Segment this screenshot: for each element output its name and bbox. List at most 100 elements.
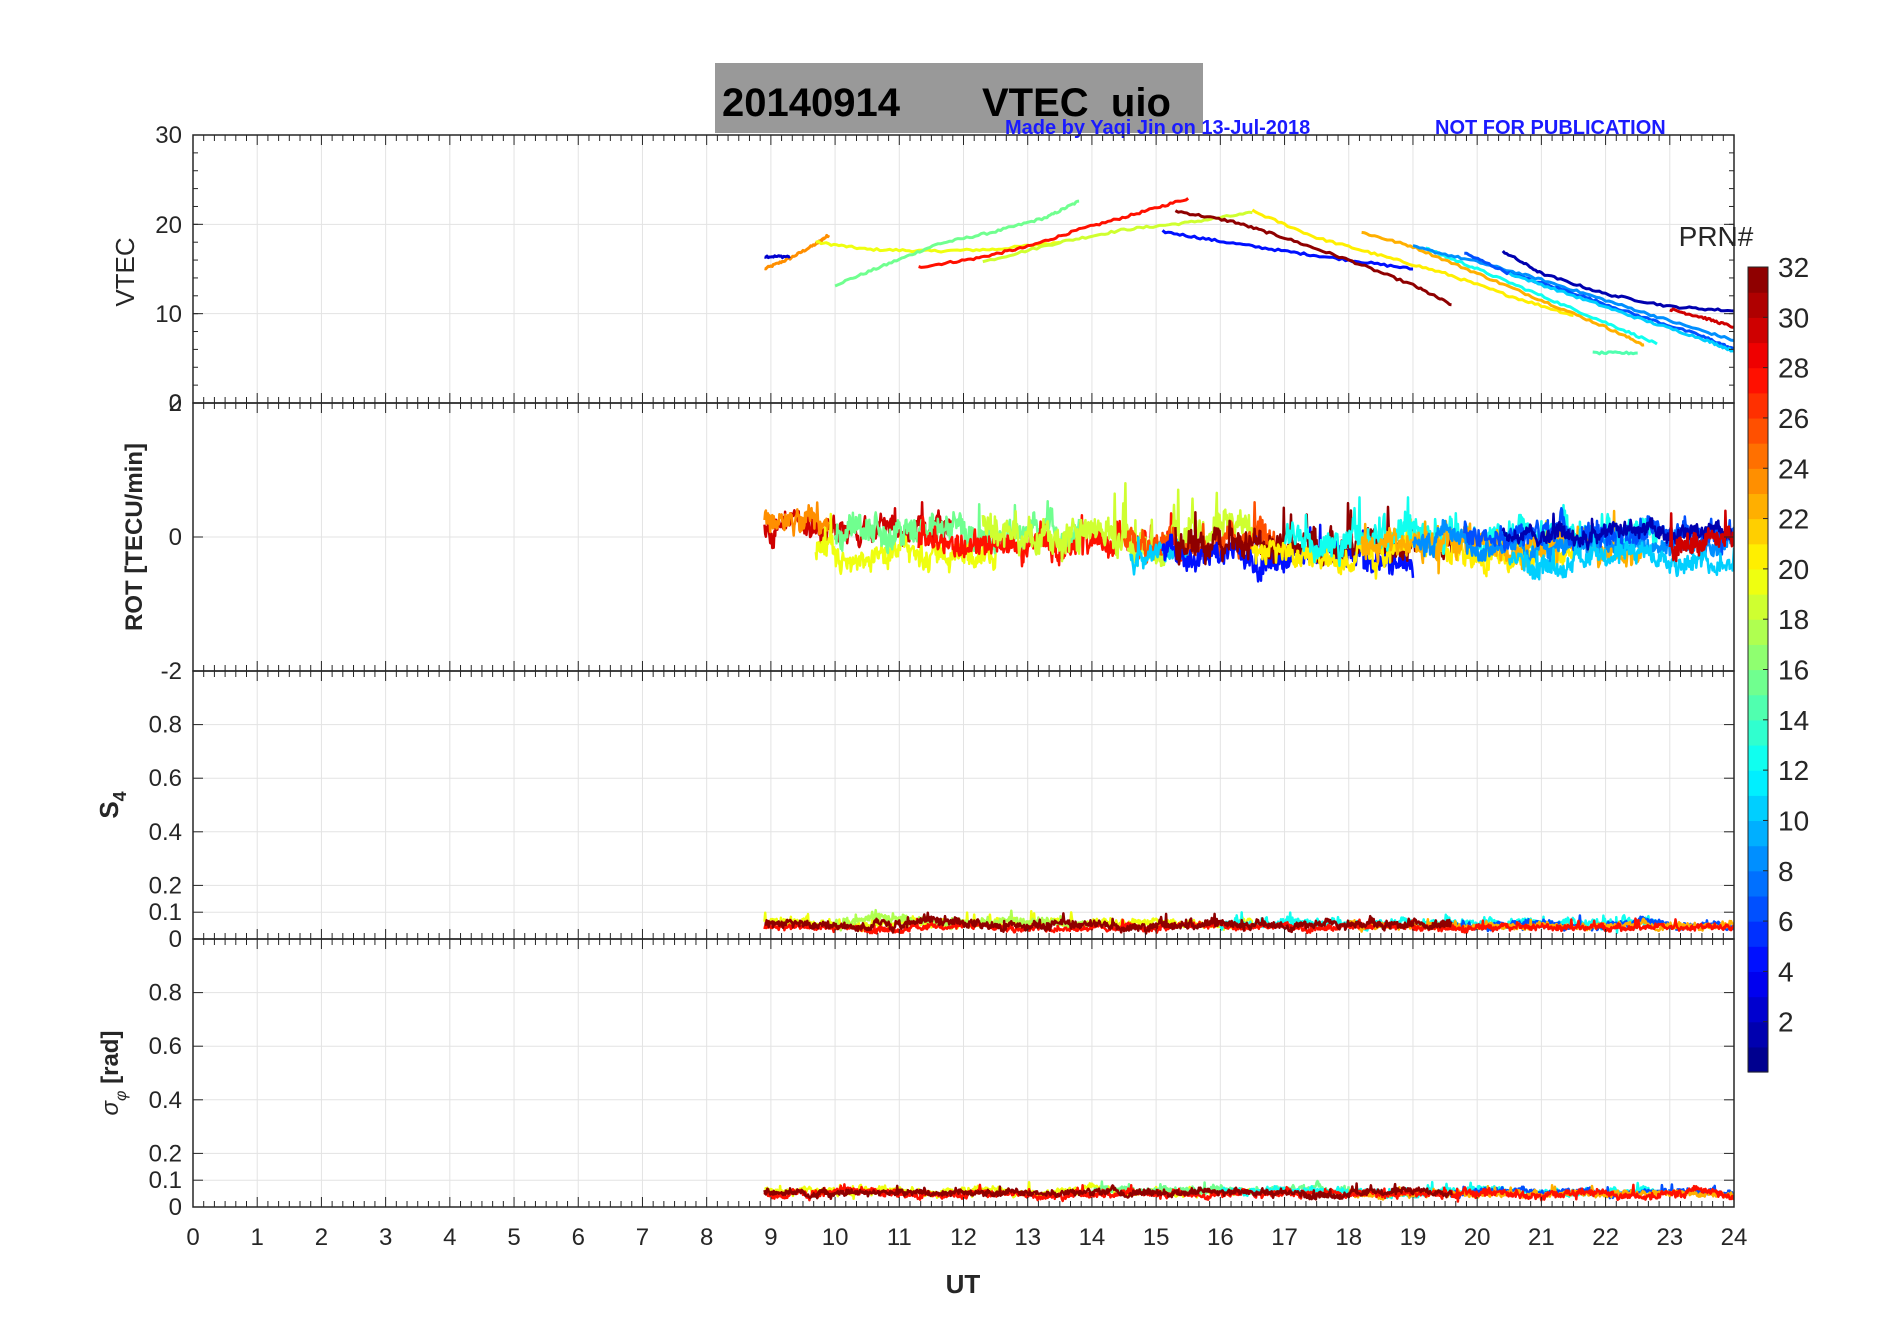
x-tick-label: 19: [1400, 1224, 1427, 1251]
x-axis-label: UT: [946, 1269, 981, 1299]
sigphi-ylabel-sub: φ: [113, 1091, 130, 1101]
x-tick-label: 21: [1528, 1224, 1555, 1251]
colorbar-segment: [1748, 921, 1768, 947]
rot-ytick-2: 2: [169, 390, 182, 417]
colorbar-segment: [1748, 770, 1768, 796]
credit-text: Made by Yaqi Jin on 13-Jul-2018: [1005, 117, 1310, 139]
series-line-prn-9: [1412, 244, 1734, 342]
colorbar-segment: [1748, 367, 1768, 394]
series-line-prn-23: [1348, 1183, 1734, 1201]
colorbar-segment: [1748, 845, 1768, 872]
colorbar-segment: [1748, 493, 1768, 520]
x-tick-label: 7: [636, 1224, 649, 1251]
colorbar-tick-label: 10: [1778, 805, 1809, 836]
panel-rot: -2 0 2 ROT [TECU/min]: [121, 390, 1735, 685]
series-line-prn-3: [764, 254, 791, 260]
colorbar: [1747, 266, 1769, 1073]
s4-ylabel: S4: [94, 791, 130, 818]
colorbar-segment: [1748, 443, 1768, 469]
colorbar-label: PRN#: [1679, 221, 1754, 252]
title-date: 20140914: [722, 81, 901, 125]
x-tick-label: 5: [507, 1224, 520, 1251]
x-tick-label: 17: [1271, 1224, 1298, 1251]
colorbar-tick-label: 30: [1778, 302, 1809, 333]
title-box: [715, 63, 1203, 133]
colorbar-tick-label: 4: [1778, 956, 1794, 987]
x-tick-label: 11: [887, 1224, 912, 1251]
rot-ticks: [192, 402, 1735, 672]
colorbar-segment: [1748, 594, 1768, 620]
series-line-prn-24: [763, 501, 830, 537]
colorbar-segment: [1748, 1046, 1768, 1073]
y-tick-label: 0: [169, 926, 182, 953]
vtec-ytick-20: 20: [155, 212, 182, 239]
colorbar-segment: [1748, 669, 1768, 696]
series-line-prn-11: [1508, 528, 1734, 581]
y-tick-label: 0.1: [149, 899, 182, 926]
s4-ylabel-main: S: [94, 801, 124, 818]
series-line-prn-20: [815, 240, 1061, 254]
x-tick-label: 16: [1207, 1224, 1234, 1251]
panel-s4: 00.10.2 0.4 0.6 0.8 S4: [94, 670, 1735, 953]
vtec-ytick-10: 10: [155, 301, 182, 328]
colorbar-tick-label: 26: [1778, 403, 1809, 434]
series-line-prn-11: [1508, 271, 1734, 353]
rot-ylabel: ROT [TECU/min]: [121, 443, 148, 631]
y-tick-label: 0: [169, 1194, 182, 1221]
vtec-ytick-0: 0: [169, 390, 182, 417]
series-line-prn-5: [1161, 229, 1413, 271]
colorbar-segment: [1748, 795, 1768, 822]
s4-lines: [763, 908, 1734, 935]
y-tick-label: 0.2: [149, 872, 182, 899]
colorbar-segment: [1748, 292, 1768, 318]
x-tick-label: 23: [1656, 1224, 1683, 1251]
colorbar-segment: [1748, 417, 1768, 444]
x-tick-label: 18: [1335, 1224, 1362, 1251]
sigphi-ylabel: σφ [rad]: [97, 1031, 130, 1116]
panel-sigphi: 00.10.2 0.4 0.6 0.8 σφ [rad]: [97, 938, 1735, 1221]
colorbar-tick-label: 14: [1778, 705, 1809, 736]
x-tick-label: 12: [950, 1224, 977, 1251]
colorbar-segment: [1748, 694, 1768, 721]
colorbar-segment: [1748, 644, 1768, 671]
colorbar-segment: [1748, 518, 1768, 545]
s4-yticklabels: 00.10.2 0.4 0.6 0.8: [149, 712, 182, 953]
series-line-prn-28: [918, 197, 1190, 269]
s4-grid: [192, 671, 1735, 940]
colorbar-segment: [1748, 317, 1768, 344]
x-tick-label: 1: [251, 1224, 264, 1251]
colorbar-tick-label: 12: [1778, 755, 1809, 786]
vtec-ylabel: VTEC: [110, 237, 140, 306]
colorbar-tick-label: 28: [1778, 353, 1809, 384]
x-tick-label: 8: [700, 1224, 713, 1251]
series-line-prn-16: [833, 499, 1081, 555]
series-line-prn-21: [1251, 208, 1574, 317]
y-tick-label: 0.6: [149, 1033, 182, 1060]
vtec-ticks: [192, 134, 1735, 404]
colorbar-segment: [1748, 971, 1768, 998]
colorbar-segment: [1748, 468, 1768, 495]
x-tick-label: 10: [822, 1224, 849, 1251]
x-tick-label: 4: [443, 1224, 456, 1251]
y-tick-label: 0.8: [149, 712, 182, 739]
svg-text:S4: S4: [94, 791, 130, 818]
series-line-prn-19: [981, 481, 1254, 568]
colorbar-tick-label: 8: [1778, 856, 1794, 887]
colorbar-segment: [1748, 267, 1768, 293]
rot-ytick-0: 0: [169, 524, 182, 551]
x-tick-label: 14: [1079, 1224, 1106, 1251]
series-line-prn-32: [763, 1182, 1453, 1201]
colorbar-tick-label: 18: [1778, 604, 1809, 635]
s4-ticks: [192, 671, 1735, 940]
x-tick-label: 0: [186, 1224, 199, 1251]
series-line-prn-30: [1669, 307, 1734, 329]
svg-text:σφ [rad]: σφ [rad]: [97, 1031, 130, 1116]
colorbar-segment: [1748, 392, 1768, 419]
notice-text: NOT FOR PUBLICATION: [1435, 117, 1666, 139]
y-tick-label: 0.2: [149, 1140, 182, 1167]
colorbar-tick-label: 6: [1778, 906, 1794, 937]
x-tick-label: 13: [1014, 1224, 1041, 1251]
series-line-prn-2: [1501, 249, 1734, 313]
